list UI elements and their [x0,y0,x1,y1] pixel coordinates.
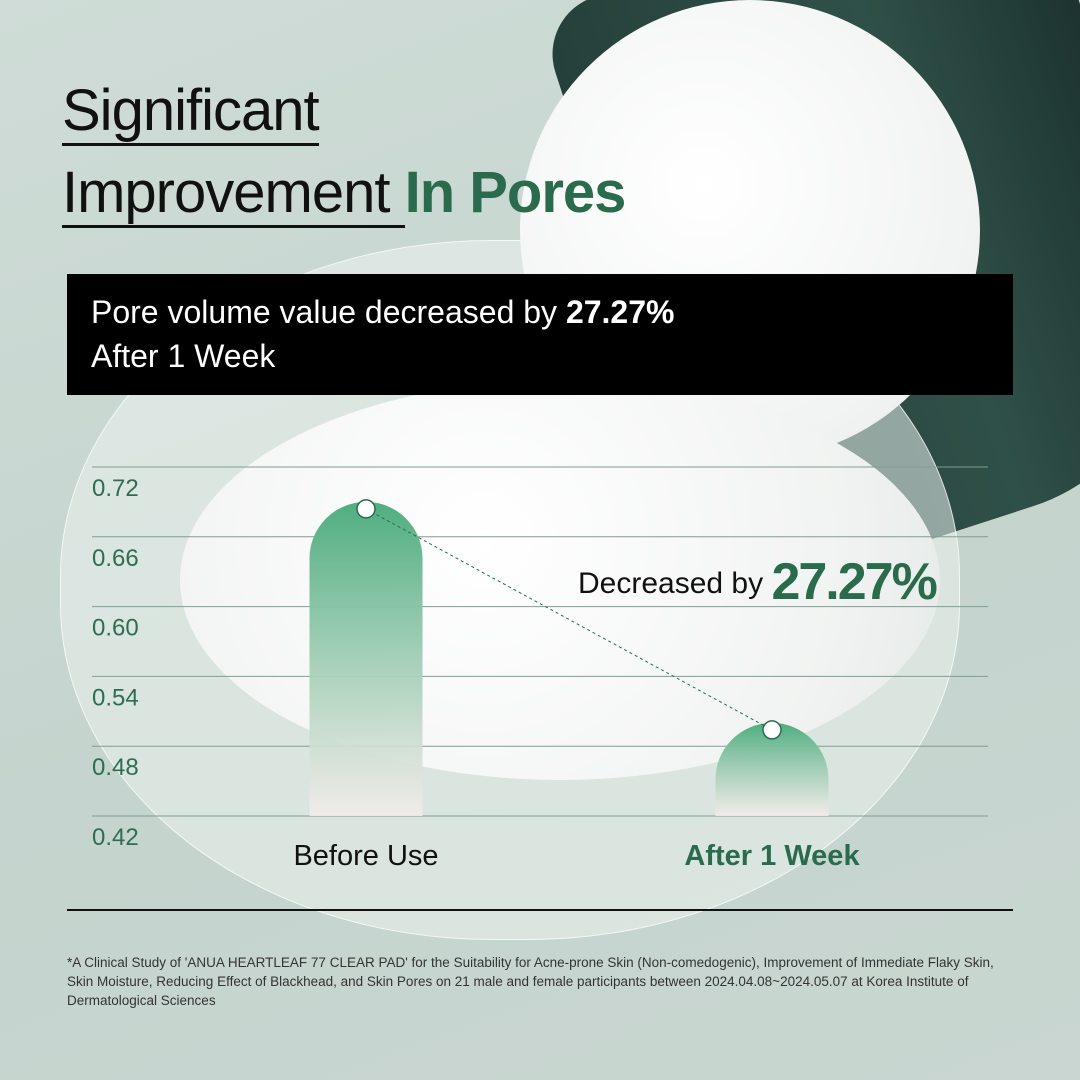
y-tick-label: 0.60 [92,615,139,642]
callout-label: Decreased by [578,567,772,600]
data-point [356,499,376,519]
banner-period: After 1 Week [91,338,276,374]
title-line-1: Significant [62,78,320,146]
category-label: Before Use [293,840,438,872]
divider [67,909,1013,911]
callout-value: 27.27% [771,553,937,611]
category-label: After 1 Week [684,840,860,872]
y-tick-label: 0.48 [92,754,139,781]
banner-value: 27.27% [565,294,675,330]
y-tick-label: 0.72 [92,475,139,502]
decrease-callout: Decreased by 27.27% [578,552,938,612]
y-tick-label: 0.54 [92,684,139,711]
title-accent: In Pores [404,160,627,225]
footnote: *A Clinical Study of 'ANUA HEARTLEAF 77 … [67,955,994,1008]
page-title: Significant Improvement In Pores [62,70,627,234]
y-tick-label: 0.66 [92,545,139,572]
connector-line [365,508,773,731]
bar-after [715,722,829,816]
y-tick-label: 0.42 [92,824,139,851]
pad-image-2 [180,380,940,780]
bar-before [309,501,423,816]
result-banner: Pore volume value decreased by 27.27% Af… [67,274,1013,395]
banner-text: Pore volume value decreased by [91,294,566,330]
title-line-2: Improvement [62,160,405,228]
data-point [762,720,782,740]
